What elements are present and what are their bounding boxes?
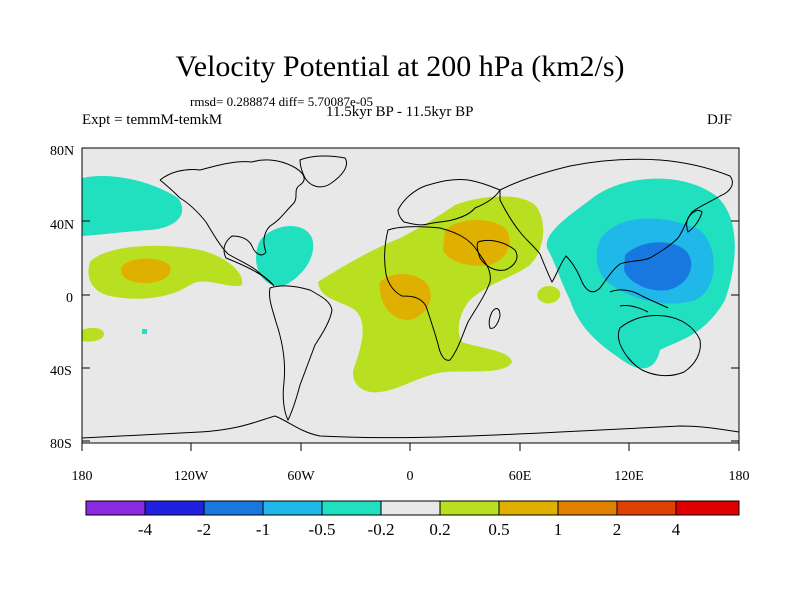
coast-southeast-asia-islands [609,289,669,313]
stats-line: rmsd= 0.288874 diff= 5.70087e-05 [190,94,374,109]
positive-anomaly-west-edge [82,327,104,342]
colorbar-label: 4 [672,520,681,539]
coast-australia [618,315,701,377]
coast-arabia [476,239,518,271]
negative-anomaly-core-2 [624,242,692,291]
lat-tick-label-40s: 40S [50,364,72,379]
colorbar-swatch-6 [439,500,500,516]
colorbar-swatch-0 [85,500,146,516]
coast-antarctica [82,415,739,439]
period-label: 11.5kyr BP - 11.5kyr BP [326,104,474,120]
lat-tick-label-80n: 80N [50,144,74,159]
negative-anomaly-north-pacific [82,176,183,236]
colorbar [85,500,740,516]
positive-anomaly-africa-core [379,274,431,320]
colorbar-swatch-10 [675,500,740,516]
colorbar-swatch-7 [498,500,559,516]
lon-tick-label-60e: 60E [509,469,532,484]
negative-anomaly-caribbean [256,226,314,286]
lon-tick-label-120e: 120E [614,469,644,484]
experiment-label: Expt = temmM-temkM [82,112,223,128]
coast-madagascar [488,308,501,329]
lon-tick-label-0: 0 [407,469,414,484]
lat-tick-label-80s: 80S [50,437,72,452]
lon-tick-label-120w: 120W [174,469,209,484]
coast-south-america [269,285,333,422]
coast-africa [384,226,491,361]
coastlines [82,155,739,439]
colorbar-swatch-4 [321,500,382,516]
positive-anomaly-middle-east-core [443,219,510,266]
positive-anomaly-east-pacific-core [120,258,171,284]
colorbar-label: 0.2 [429,520,450,539]
colorbar-label: -4 [138,520,153,539]
lat-tick-label-40n: 40N [50,218,74,233]
colorbar-label: -2 [197,520,211,539]
coast-north-america [159,159,305,287]
colorbar-label: 0.5 [488,520,509,539]
anomaly-fields [82,176,735,393]
colorbar-label: -1 [256,520,270,539]
colorbar-swatch-8 [557,500,618,516]
colorbar-swatch-1 [144,500,205,516]
coast-europe [397,179,501,226]
colorbar-swatch-5 [380,500,441,516]
lon-tick-label-180e: 180 [729,469,750,484]
colorbar-label: 1 [554,520,563,539]
coast-japan [686,209,703,233]
colorbar-label: -0.2 [368,520,395,539]
lon-tick-label-60w: 60W [287,469,315,484]
colorbar-label: 2 [613,520,622,539]
lat-ticks [82,147,739,442]
colorbar-swatch-2 [203,500,264,516]
coast-greenland [299,155,347,188]
colorbar-swatch-9 [616,500,677,516]
colorbar-swatch-3 [262,500,323,516]
positive-anomaly-indian-ocean [537,286,561,304]
negative-anomaly-spot [142,329,147,334]
map-title: Velocity Potential at 200 hPa (km2/s) [175,50,625,83]
lon-tick-label-180w: 180 [72,469,93,484]
season-label: DJF [707,112,733,128]
colorbar-label: -0.5 [309,520,336,539]
lat-tick-label-0: 0 [66,291,73,306]
lon-ticks [81,443,740,451]
coast-asia [499,158,733,293]
